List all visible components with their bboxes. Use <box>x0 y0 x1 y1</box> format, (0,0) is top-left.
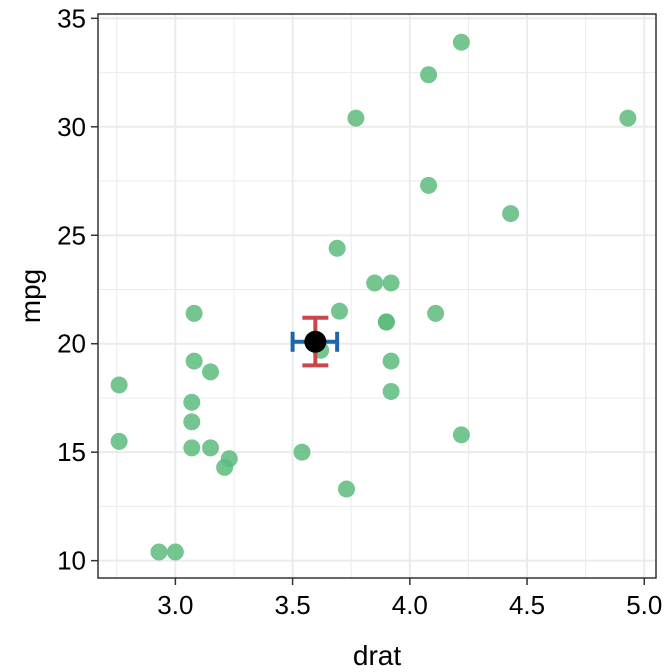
x-axis-title: drat <box>353 640 401 671</box>
data-point <box>420 66 438 84</box>
data-point <box>185 352 203 370</box>
y-tick-label: 25 <box>57 220 86 250</box>
data-point <box>183 393 201 411</box>
mean-point <box>304 330 327 353</box>
y-tick-label: 35 <box>57 3 86 33</box>
data-point <box>619 109 637 127</box>
grid <box>98 14 656 578</box>
plot-border <box>97 13 657 579</box>
data-point <box>202 363 220 381</box>
data-point <box>347 109 365 127</box>
data-point <box>452 426 470 444</box>
x-tick-label: 4.5 <box>509 590 545 620</box>
data-point <box>166 543 184 561</box>
scatter-points <box>110 33 637 561</box>
data-point <box>382 382 400 400</box>
y-tick-label: 15 <box>57 437 86 467</box>
axis-ticks: 3.0 3.5 4.0 4.5 5.0 10 15 20 25 30 35 <box>57 3 662 620</box>
data-point <box>328 239 346 257</box>
data-point <box>183 439 201 457</box>
x-tick-label: 3.5 <box>275 590 311 620</box>
data-point <box>202 439 220 457</box>
data-point <box>185 304 203 322</box>
data-point <box>420 176 438 194</box>
data-point <box>330 302 348 320</box>
data-point <box>427 304 445 322</box>
mean-summary <box>290 315 340 368</box>
data-point <box>382 352 400 370</box>
data-point <box>110 432 128 450</box>
data-point <box>382 274 400 292</box>
data-point <box>183 413 201 431</box>
data-point <box>366 274 384 292</box>
data-point <box>150 543 168 561</box>
y-tick-label: 30 <box>57 112 86 142</box>
data-point <box>452 33 470 51</box>
data-point <box>377 313 395 331</box>
x-tick-label: 3.0 <box>157 590 193 620</box>
x-tick-label: 5.0 <box>626 590 662 620</box>
x-tick-label: 4.0 <box>392 590 428 620</box>
data-point <box>110 376 128 394</box>
data-point <box>502 205 520 223</box>
data-point <box>293 443 311 461</box>
data-point <box>220 450 238 468</box>
y-tick-label: 10 <box>57 546 86 576</box>
data-point <box>338 480 356 498</box>
y-axis-title: mpg <box>15 269 46 323</box>
y-tick-label: 20 <box>57 329 86 359</box>
